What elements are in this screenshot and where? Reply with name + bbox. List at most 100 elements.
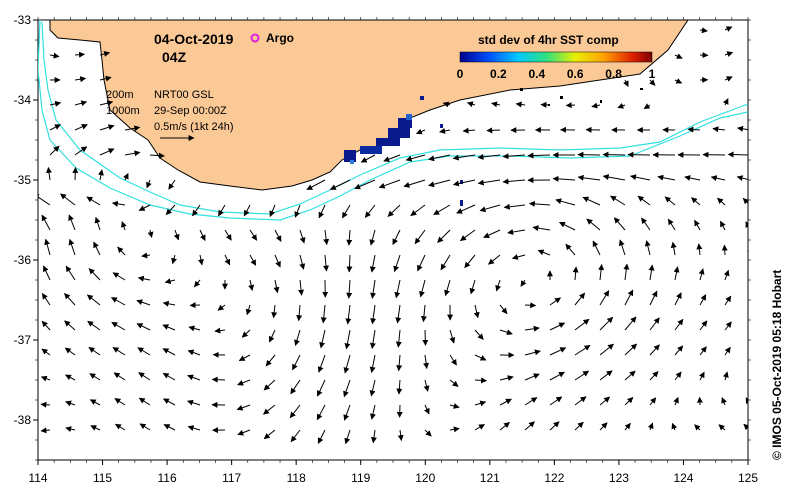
colorbar: std dev of 4hr SST comp 0 0.2 0.4 0.6 0.8 1 — [457, 33, 656, 81]
current-vector-arrow — [99, 148, 115, 156]
current-vector-arrow — [49, 124, 61, 131]
x-tick-label: 123 — [609, 471, 629, 485]
y-tick-label: -35 — [14, 173, 32, 187]
current-vector-arrow — [93, 241, 101, 256]
current-vector-arrow — [394, 279, 401, 299]
current-vector-arrow — [294, 204, 301, 218]
title-time: 04Z — [162, 49, 187, 65]
current-vector-arrow — [138, 397, 151, 406]
current-vector-arrow — [649, 397, 657, 406]
current-vector-arrow — [263, 429, 276, 440]
current-vector-arrow — [527, 152, 551, 159]
current-vector-arrow — [499, 422, 510, 431]
current-vector-arrow — [503, 203, 526, 210]
current-vector-arrow — [112, 346, 126, 356]
current-vector-arrow — [114, 423, 126, 431]
current-vector-arrow — [318, 204, 326, 219]
current-vector-arrow — [624, 422, 631, 431]
current-vector-arrow — [724, 346, 731, 356]
current-vector-arrow — [528, 200, 551, 207]
current-vector-arrow — [162, 398, 176, 406]
current-vector-arrow — [290, 379, 301, 395]
current-vector-arrow — [117, 246, 126, 256]
current-vector-arrow — [38, 193, 51, 206]
current-vector-arrow — [699, 371, 705, 381]
current-vector-arrow — [344, 429, 351, 445]
current-vector-arrow — [46, 166, 53, 181]
current-vector-arrow — [591, 102, 601, 109]
current-vector-arrow — [341, 204, 351, 219]
current-vector-arrow — [623, 79, 629, 88]
current-vector-arrow — [299, 229, 306, 244]
current-vector-arrow — [532, 225, 551, 232]
x-tick-label: 114 — [28, 471, 47, 485]
current-vector-arrow — [370, 404, 376, 420]
current-vector-arrow — [694, 219, 701, 231]
argo-legend: Argo — [250, 31, 294, 45]
current-vector-arrow — [49, 100, 62, 107]
current-vector-arrow — [555, 198, 576, 206]
current-vector-arrow — [89, 399, 101, 406]
current-vector-arrow — [488, 254, 501, 265]
current-vector-arrow — [40, 375, 51, 382]
current-vector-arrow — [211, 376, 226, 383]
current-vector-arrow — [345, 304, 352, 325]
current-vector-arrow — [673, 266, 680, 281]
current-vector-arrow — [613, 217, 626, 231]
current-vector-arrow — [449, 403, 460, 409]
sst-stddev-patches — [344, 96, 463, 206]
current-vector-arrow — [486, 127, 501, 134]
current-vector-arrow — [699, 320, 708, 331]
current-vector-arrow — [121, 221, 127, 231]
current-vector-arrow — [360, 154, 376, 163]
current-vector-arrow — [41, 320, 51, 331]
current-vector-arrow — [624, 396, 634, 406]
current-vector-arrow — [164, 278, 176, 285]
current-vector-arrow — [41, 214, 51, 231]
current-vector-arrow — [630, 174, 651, 181]
current-vector-arrow — [574, 344, 591, 356]
current-vector-arrow — [40, 427, 51, 434]
current-vector-arrow — [274, 254, 281, 268]
current-vector-arrow — [724, 295, 732, 306]
current-vector-arrow — [549, 396, 563, 406]
current-vector-arrow — [43, 265, 51, 281]
y-tick-label: -38 — [14, 413, 32, 427]
current-vector-arrow — [477, 153, 501, 160]
credit-text: © IMOS 05-Oct-2019 05:18 Hobart — [770, 270, 784, 460]
current-vector-arrow — [449, 379, 459, 387]
x-tick-label: 117 — [222, 471, 241, 485]
current-vector-arrow — [237, 429, 251, 436]
current-vector-arrow — [710, 175, 726, 182]
legend-product-date: 29-Sep 00:00Z — [154, 105, 227, 117]
current-vector-arrow — [466, 101, 476, 108]
y-tick-label: -33 — [14, 13, 32, 27]
contour-200m — [41, 21, 748, 215]
current-vector-arrow — [194, 279, 201, 288]
current-vector-arrow — [290, 429, 301, 443]
current-vector-arrow — [319, 329, 326, 349]
current-vector-arrow — [114, 398, 126, 406]
current-vector-arrow — [511, 254, 526, 260]
current-vector-arrow — [383, 154, 401, 163]
current-vector-arrow — [624, 370, 636, 381]
current-vector-arrow — [343, 404, 351, 421]
current-vector-arrow — [410, 204, 426, 217]
current-vector-arrow — [469, 279, 476, 295]
y-axis-ticks: -33 -34 -35 -36 -37 -38 — [14, 13, 751, 461]
current-vector-arrow — [192, 204, 201, 217]
current-vector-arrow — [750, 50, 757, 55]
current-vector-arrow — [346, 254, 353, 273]
current-vector-arrow — [370, 429, 377, 444]
current-vector-arrow — [664, 196, 676, 206]
current-vector-arrow — [444, 279, 451, 297]
current-vector-arrow — [395, 304, 402, 324]
current-vector-arrow — [369, 329, 376, 349]
argo-marker-icon — [250, 33, 260, 43]
current-vector-arrow — [722, 371, 729, 381]
current-vector-arrow — [552, 175, 576, 182]
current-vector-arrow — [684, 175, 701, 181]
current-vector-arrow — [736, 175, 748, 182]
current-vector-arrow — [112, 272, 126, 281]
